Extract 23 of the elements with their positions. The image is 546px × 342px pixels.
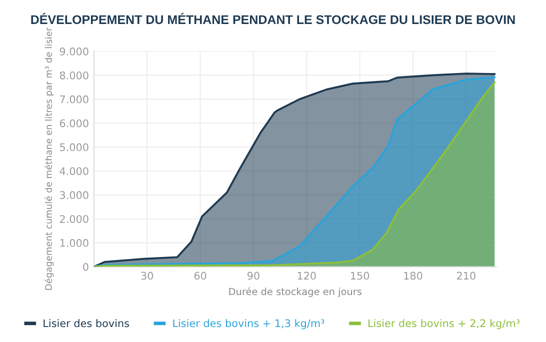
y-tick-label: 7.000 — [60, 95, 88, 104]
y-tick-label: 5.000 — [60, 143, 88, 152]
x-tick-label: 180 — [404, 272, 422, 280]
legend-label: Lisier des bovins + 1,3 kg/m³ — [173, 319, 324, 330]
y-tick-label: 4.000 — [60, 167, 88, 176]
y-tick-label: 0 — [83, 262, 88, 271]
legend-label: Lisier des bovins — [44, 319, 129, 328]
y-tick-label: 3.000 — [60, 191, 88, 200]
x-tick-label: 210 — [457, 272, 476, 280]
y-axis-title: Dégagement cumulé de méthane en litres par m³ de lisier — [44, 27, 54, 290]
x-tick-label: 30 — [141, 272, 154, 280]
y-tick-label: 9.000 — [60, 48, 88, 56]
y-tick-label: 1.000 — [60, 239, 88, 247]
y-tick-label: 6.000 — [60, 119, 88, 128]
x-tick-label: 60 — [194, 272, 206, 280]
legend-label: Lisier des bovins + 2,2 kg/m³ — [368, 319, 520, 330]
x-tick-label: 90 — [247, 272, 260, 280]
y-tick-label: 8.000 — [60, 71, 88, 80]
chart-title: DÉVELOPPEMENT DU MÉTHANE PENDANT LE STOCKAGE DU LISIER DE BOVIN — [31, 12, 515, 24]
x-tick-label: 150 — [351, 272, 370, 280]
y-tick-label: 2.000 — [60, 215, 88, 223]
x-axis-title: Durée de stockage en jours — [229, 287, 362, 298]
x-tick-label: 120 — [298, 272, 316, 280]
